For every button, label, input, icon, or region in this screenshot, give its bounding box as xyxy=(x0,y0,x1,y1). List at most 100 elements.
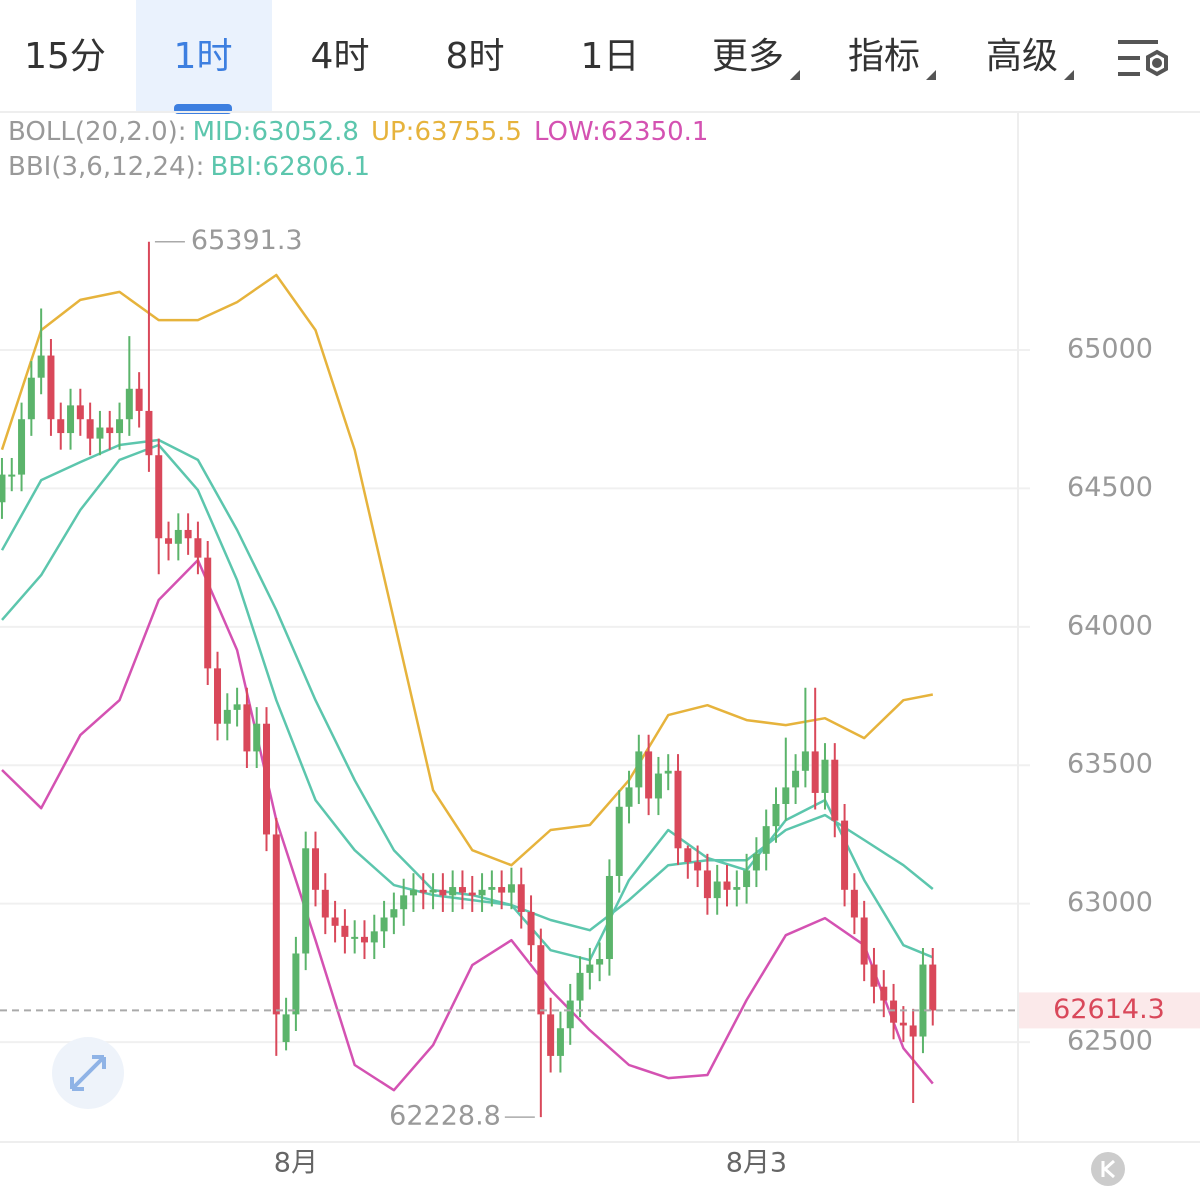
settings-icon[interactable] xyxy=(1118,40,1168,77)
candle-body xyxy=(850,889,858,918)
tab[interactable]: 更多 xyxy=(712,36,784,77)
candle-body xyxy=(733,887,741,890)
candle-body xyxy=(870,964,878,987)
expand-button[interactable] xyxy=(52,1037,124,1109)
candle-body xyxy=(37,355,45,378)
candle-body xyxy=(272,834,280,1015)
candle-body xyxy=(194,538,202,558)
last-price-tag xyxy=(1018,992,1200,1029)
tab[interactable]: 指标 xyxy=(848,36,920,77)
candle-body xyxy=(615,806,623,876)
candle-body xyxy=(566,1000,574,1029)
candle-body xyxy=(664,770,672,774)
candle-body xyxy=(899,1022,907,1026)
candle-body xyxy=(400,895,408,910)
candle-body xyxy=(429,889,437,893)
candle-body xyxy=(302,848,310,954)
candle-body xyxy=(165,538,173,544)
candle-body xyxy=(488,887,496,890)
y-tick-label: 64500 xyxy=(1067,472,1153,503)
y-tick-label: 62500 xyxy=(1067,1026,1153,1057)
candle-body xyxy=(27,377,35,420)
indicator-name: BOLL(20,2.0): xyxy=(8,117,187,147)
candle-body xyxy=(223,709,231,724)
candle-body xyxy=(96,427,104,439)
tab[interactable]: 高级 xyxy=(986,36,1058,77)
tab[interactable]: 1日 xyxy=(581,36,640,77)
candle-body xyxy=(370,931,378,943)
candle-body xyxy=(145,410,153,456)
candle-body xyxy=(831,759,839,821)
candle-body xyxy=(253,723,261,752)
candle-body xyxy=(360,936,368,943)
candle-body xyxy=(645,751,653,799)
candle-body xyxy=(311,848,319,890)
candle-body xyxy=(8,474,16,477)
tab[interactable]: 15分 xyxy=(24,36,106,77)
candle-body xyxy=(449,887,457,896)
x-tick-label: 8月3 xyxy=(726,1148,787,1179)
candle-body xyxy=(517,884,525,912)
plot: BOLL(20,2.0): MID:63052.8 UP:63755.5 LOW:62… xyxy=(0,117,1200,1179)
candle-body xyxy=(860,917,868,965)
candle-body xyxy=(743,870,751,888)
indicator-value: MID:63052.8 xyxy=(193,117,359,147)
candle-body xyxy=(282,1014,290,1043)
candle-body xyxy=(419,889,427,893)
candle-body xyxy=(586,964,594,973)
candle-body xyxy=(527,911,535,946)
candle-body xyxy=(76,405,84,420)
candle-body xyxy=(478,889,486,896)
candle-body xyxy=(919,964,927,1037)
max-label: 65391.3 xyxy=(191,225,303,256)
candle-body xyxy=(752,853,760,871)
candle-body xyxy=(331,917,339,926)
y-tick-label: 64000 xyxy=(1067,610,1153,641)
candle-body xyxy=(458,887,466,893)
candle-body xyxy=(556,1028,564,1056)
candle-body xyxy=(341,925,349,937)
last-price-label: 62614.3 xyxy=(1053,994,1165,1025)
indicator-line xyxy=(0,273,934,867)
candle-body xyxy=(782,787,790,805)
dropdown-triangle xyxy=(790,70,800,80)
candle-body xyxy=(135,388,143,411)
candle-body xyxy=(576,972,584,1001)
candle-body xyxy=(125,388,133,420)
candle-body xyxy=(321,889,329,918)
indicator-name: BBI(3,6,12,24): xyxy=(8,152,204,182)
candle-body xyxy=(507,884,515,893)
candle-body xyxy=(625,787,633,807)
k-button[interactable] xyxy=(1091,1152,1125,1186)
indicator-legend: BOLL(20,2.0): MID:63052.8 UP:63755.5 LOW:62… xyxy=(8,117,708,147)
candle-body xyxy=(47,355,55,420)
candle-body xyxy=(537,945,545,1015)
candle-body xyxy=(390,909,398,918)
candle-body xyxy=(674,770,682,849)
candle-body xyxy=(380,917,388,932)
indicator-value: BBI:62806.1 xyxy=(210,152,370,182)
tab[interactable]: 8时 xyxy=(446,36,505,77)
candle-body xyxy=(694,862,702,871)
candle-body xyxy=(547,1014,555,1056)
candle-body xyxy=(635,751,643,788)
y-tick-label: 63500 xyxy=(1067,749,1153,780)
candle-body xyxy=(703,870,711,899)
tab-bar: 15分 1时 4时 8时 1日 更多 指标 高级 xyxy=(24,0,1074,114)
tab[interactable]: 1时 xyxy=(174,36,233,77)
dropdown-triangle xyxy=(1064,70,1074,80)
indicator-legend: BBI(3,6,12,24): BBI:62806.1 xyxy=(8,152,370,182)
candle-body xyxy=(498,887,506,893)
candle-body xyxy=(174,529,182,544)
candle-body xyxy=(821,759,829,793)
candle-body xyxy=(263,723,271,835)
candle-body xyxy=(713,881,721,899)
tab[interactable]: 4时 xyxy=(311,36,370,77)
y-tick-label: 63000 xyxy=(1067,887,1153,918)
candle-body xyxy=(57,419,65,434)
candle-body xyxy=(723,881,731,890)
candle-body xyxy=(468,892,476,896)
candle-body xyxy=(772,804,780,827)
